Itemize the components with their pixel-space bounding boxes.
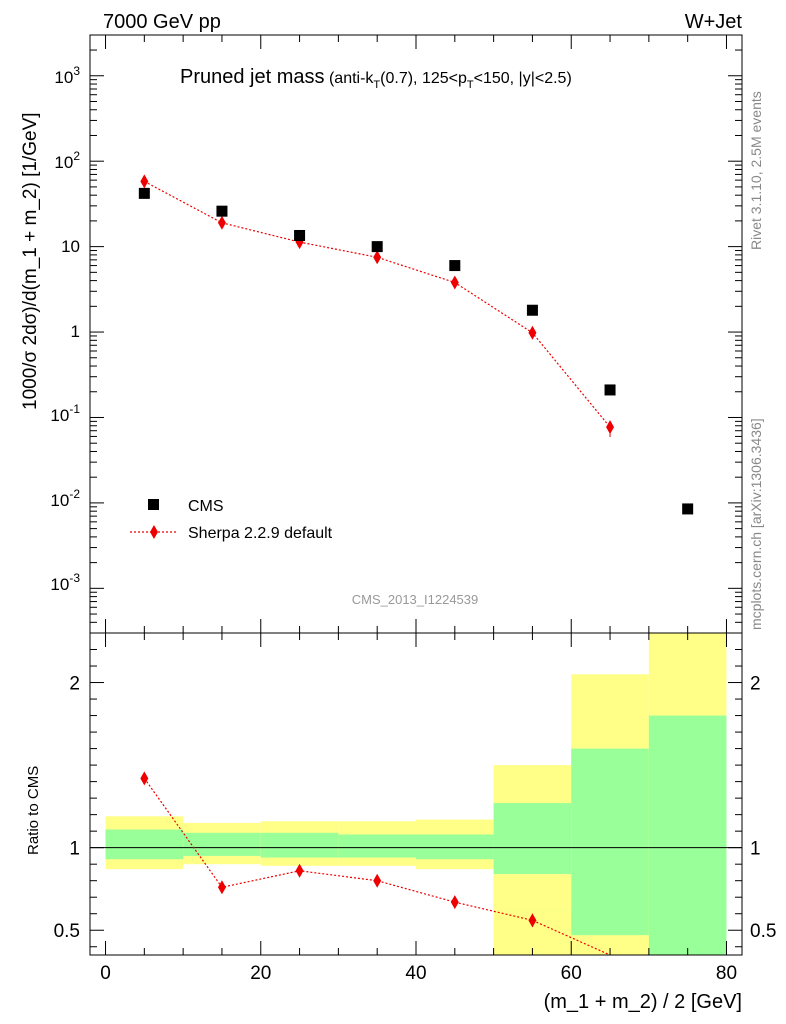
cms-point <box>294 229 306 241</box>
upper-y-tick-labels: 10-3 10-2 10-1 1 10 102 103 <box>50 64 80 594</box>
ratio-green-band <box>571 748 649 955</box>
x-tick-label: 0 <box>100 963 111 984</box>
ratio-green-band <box>260 832 339 858</box>
cms-point <box>371 241 383 253</box>
cms-point <box>526 304 538 316</box>
ratio-sherpa-point <box>295 863 304 878</box>
upper-plot-frame <box>89 34 743 634</box>
mcplots-info-label: mcplots.cern.ch [arXiv:1306.3436] <box>748 418 764 630</box>
sherpa-point <box>606 420 615 435</box>
x-tick-label: 80 <box>716 963 737 984</box>
ratio-green-band <box>183 832 261 856</box>
sherpa-point <box>140 174 149 189</box>
ratio-yellow-gap <box>571 935 649 955</box>
ratio-bands <box>105 633 727 955</box>
y-tick-label-1e2: 102 <box>54 149 80 172</box>
lower-ticks: 0.5 0.51 12 20 20 40 60 80 <box>54 633 776 984</box>
ratio-y-tick-label: 0.5 <box>54 921 80 942</box>
x-tick-label: 60 <box>561 963 582 984</box>
x-axis-label: (m_1 + m_2) / 2 [GeV] <box>544 991 742 1013</box>
ratio-y-tick-label-right: 1 <box>750 839 761 860</box>
ratio-y-tick-label-right: 2 <box>750 674 761 695</box>
upper-y-axis-label: 1000/σ 2dσ)/d(m_1 + m_2) [1/GeV] <box>20 112 41 410</box>
plot-title-main: Pruned jet mass <box>180 66 325 88</box>
x-tick-label: 20 <box>250 963 271 984</box>
ratio-data <box>140 771 611 956</box>
legend-sherpa-marker <box>150 525 158 539</box>
ratio-sherpa-point <box>528 913 537 928</box>
ratio-green-band <box>648 715 727 955</box>
cms-point <box>216 205 228 217</box>
cms-point <box>449 260 461 272</box>
cms-point <box>604 384 616 396</box>
sherpa-line <box>144 180 611 428</box>
ratio-sherpa-point <box>140 771 149 786</box>
ratio-y-tick-label-right: 0.5 <box>750 921 776 942</box>
ratio-sherpa-point <box>373 873 382 888</box>
collision-energy-label: 7000 GeV pp <box>103 11 221 33</box>
upper-data <box>138 174 694 515</box>
ratio-sherpa-point <box>450 895 459 910</box>
ratio-y-tick-label: 2 <box>69 674 80 695</box>
analysis-watermark: CMS_2013_I1224539 <box>352 592 479 607</box>
y-tick-label-1: 1 <box>71 322 80 341</box>
upper-ticks <box>90 35 742 634</box>
sherpa-point <box>373 250 382 265</box>
cms-point <box>682 503 694 515</box>
cms-point <box>138 187 150 199</box>
ratio-y-tick-label: 1 <box>69 839 80 860</box>
ratio-yellow-gap <box>493 874 572 911</box>
y-tick-label-1e-1: 10-1 <box>50 402 80 425</box>
legend-sherpa-label: Sherpa 2.2.9 default <box>188 525 333 542</box>
ratio-green-band <box>105 829 184 860</box>
ratio-y-axis-label: Ratio to CMS <box>25 766 42 855</box>
legend: CMS Sherpa 2.2.9 default <box>130 498 333 542</box>
sherpa-point <box>450 275 459 290</box>
plot-title: Pruned jet mass (anti-kT(0.7), 125<pT<15… <box>180 66 572 91</box>
x-tick-label: 40 <box>405 963 426 984</box>
ratio-sherpa-point <box>217 880 226 895</box>
ratio-green-band <box>416 834 494 860</box>
y-tick-label-1e-2: 10-2 <box>50 487 80 510</box>
rivet-info-label: Rivet 3.1.10, 2.5M events <box>748 91 764 250</box>
y-tick-label-10: 10 <box>61 237 80 256</box>
y-tick-label-1e-3: 10-3 <box>50 571 80 594</box>
sherpa-point <box>528 325 537 340</box>
sherpa-point <box>217 215 226 230</box>
legend-cms-marker <box>148 499 159 510</box>
legend-cms-label: CMS <box>188 498 224 515</box>
plot-title-cuts: (anti-kT(0.7), 125<pT<150, |y|<2.5) <box>329 70 572 91</box>
ratio-green-band <box>338 834 416 858</box>
process-label: W+Jet <box>685 11 743 33</box>
y-tick-label-1e3: 103 <box>54 64 80 87</box>
